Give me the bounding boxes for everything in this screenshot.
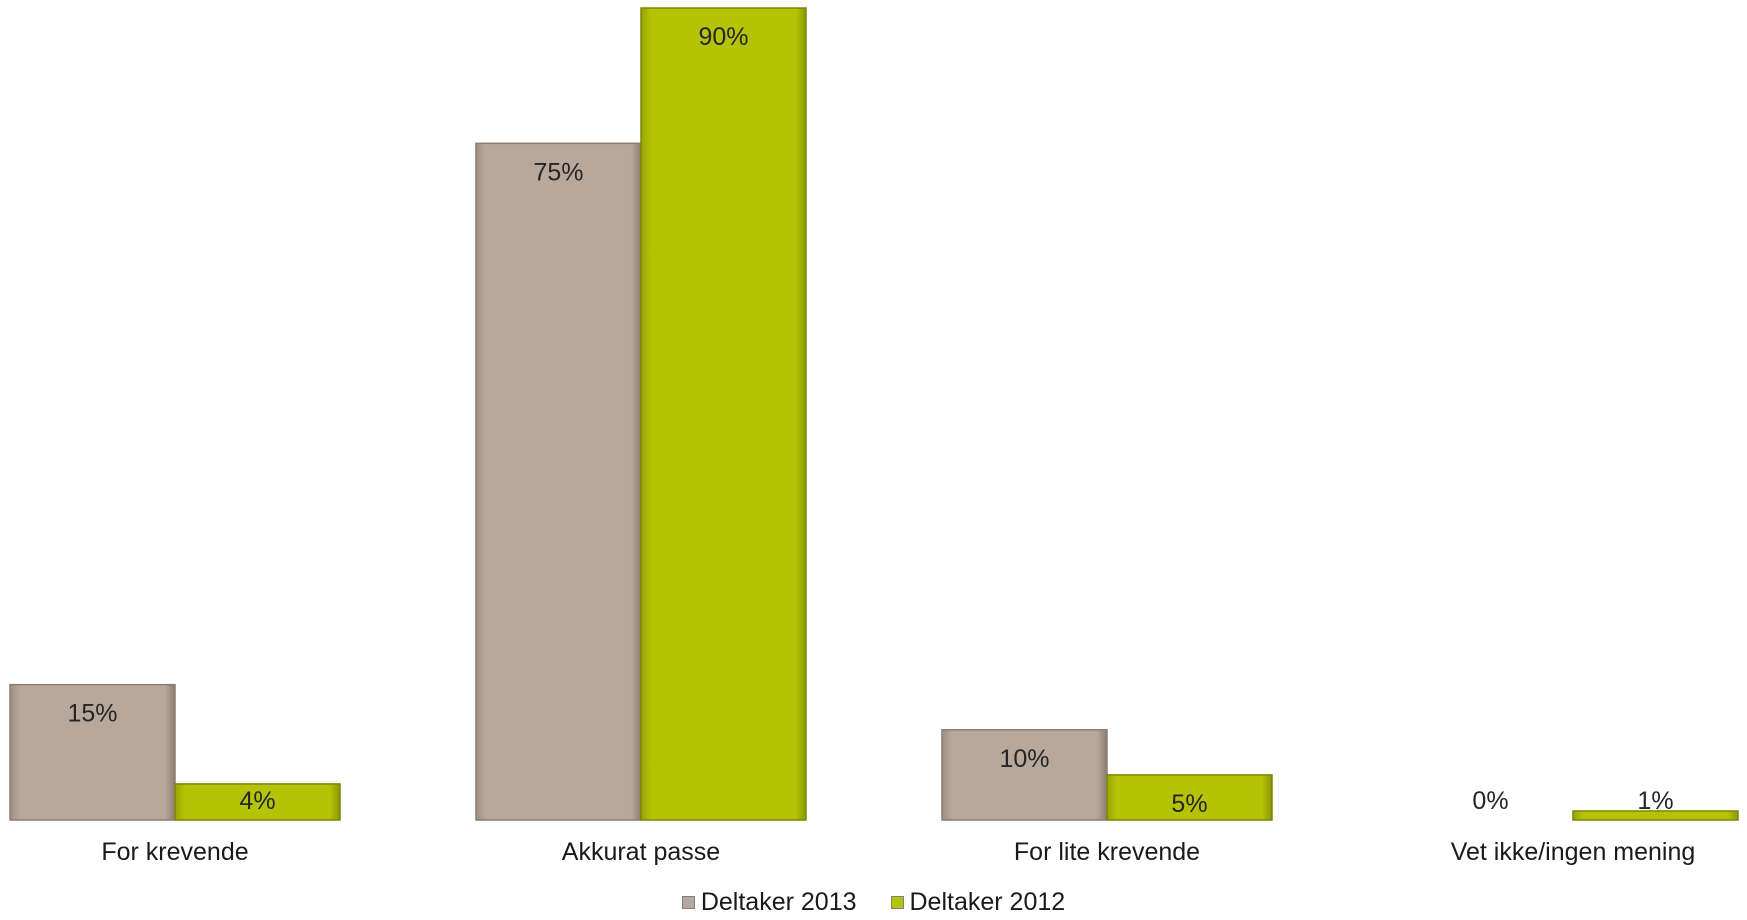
data-label-2012-0: 4% <box>239 787 275 815</box>
data-label-2013-0: 15% <box>67 700 117 728</box>
category-label-0: For krevende <box>101 838 248 866</box>
category-label-3: Vet ikke/ingen mening <box>1451 838 1696 866</box>
data-label-2012-3: 1% <box>1637 787 1673 815</box>
legend-label-2012: Deltaker 2012 <box>909 888 1066 916</box>
bar-2013-1 <box>475 142 642 821</box>
bar-2012-3 <box>1572 810 1739 821</box>
legend-swatch-2013 <box>681 896 695 909</box>
data-label-2013-1: 75% <box>533 158 583 186</box>
bar-2012-2 <box>1106 774 1273 821</box>
bar-chart: 15% 4% 75% 90% 10% 5% 0% 1% For krevende Akkurat… <box>9 7 1739 866</box>
data-label-2012-1: 90% <box>698 23 748 51</box>
bar-2012-1 <box>640 7 807 821</box>
bar-2013-0 <box>9 683 176 821</box>
bar-2013-2 <box>941 729 1108 821</box>
category-label-2: For lite krevende <box>1014 838 1200 866</box>
legend: Deltaker 2013 Deltaker 2012 <box>0 888 1747 917</box>
legend-item-2012: Deltaker 2012 <box>890 888 1066 917</box>
bar-2012-0 <box>174 783 341 821</box>
data-label-2012-2: 5% <box>1171 790 1207 818</box>
legend-swatch-2012 <box>890 896 904 909</box>
data-label-2013-2: 10% <box>999 745 1049 773</box>
category-label-1: Akkurat passe <box>562 838 720 866</box>
data-label-2013-3: 0% <box>1472 787 1508 815</box>
legend-label-2013: Deltaker 2013 <box>700 888 857 916</box>
legend-item-2013: Deltaker 2013 <box>681 888 857 917</box>
